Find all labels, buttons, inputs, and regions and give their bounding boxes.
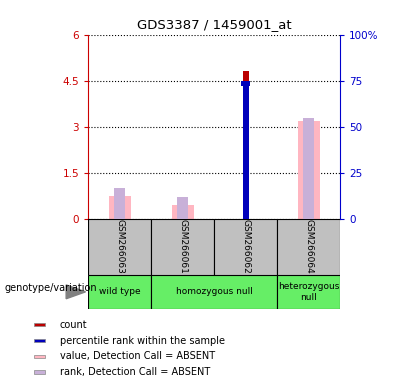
- Bar: [109, 196, 131, 219]
- Bar: [277, 219, 340, 275]
- Text: rank, Detection Call = ABSENT: rank, Detection Call = ABSENT: [60, 367, 210, 377]
- Text: heterozygous
null: heterozygous null: [278, 282, 339, 301]
- Text: GSM266063: GSM266063: [115, 219, 124, 274]
- Title: GDS3387 / 1459001_at: GDS3387 / 1459001_at: [137, 18, 291, 31]
- Bar: [172, 205, 194, 219]
- Bar: [34, 371, 45, 374]
- Bar: [243, 71, 249, 219]
- Text: homozygous null: homozygous null: [176, 287, 253, 296]
- Bar: [151, 219, 214, 275]
- Text: value, Detection Call = ABSENT: value, Detection Call = ABSENT: [60, 351, 215, 361]
- Bar: [88, 275, 151, 309]
- Text: GSM266061: GSM266061: [178, 219, 187, 274]
- Text: wild type: wild type: [99, 287, 141, 296]
- Bar: [241, 81, 250, 86]
- Text: genotype/variation: genotype/variation: [4, 283, 97, 293]
- Bar: [34, 323, 45, 326]
- Bar: [277, 275, 340, 309]
- Text: GSM266062: GSM266062: [241, 219, 250, 274]
- Bar: [177, 197, 189, 219]
- Bar: [214, 219, 277, 275]
- Bar: [34, 355, 45, 358]
- Bar: [88, 219, 151, 275]
- Text: count: count: [60, 320, 87, 330]
- Bar: [298, 121, 320, 219]
- Bar: [243, 84, 249, 219]
- Text: percentile rank within the sample: percentile rank within the sample: [60, 336, 225, 346]
- Bar: [303, 118, 315, 219]
- Polygon shape: [66, 285, 86, 299]
- Bar: [151, 275, 277, 309]
- Bar: [34, 339, 45, 342]
- Text: GSM266064: GSM266064: [304, 219, 313, 274]
- Bar: [114, 188, 126, 219]
